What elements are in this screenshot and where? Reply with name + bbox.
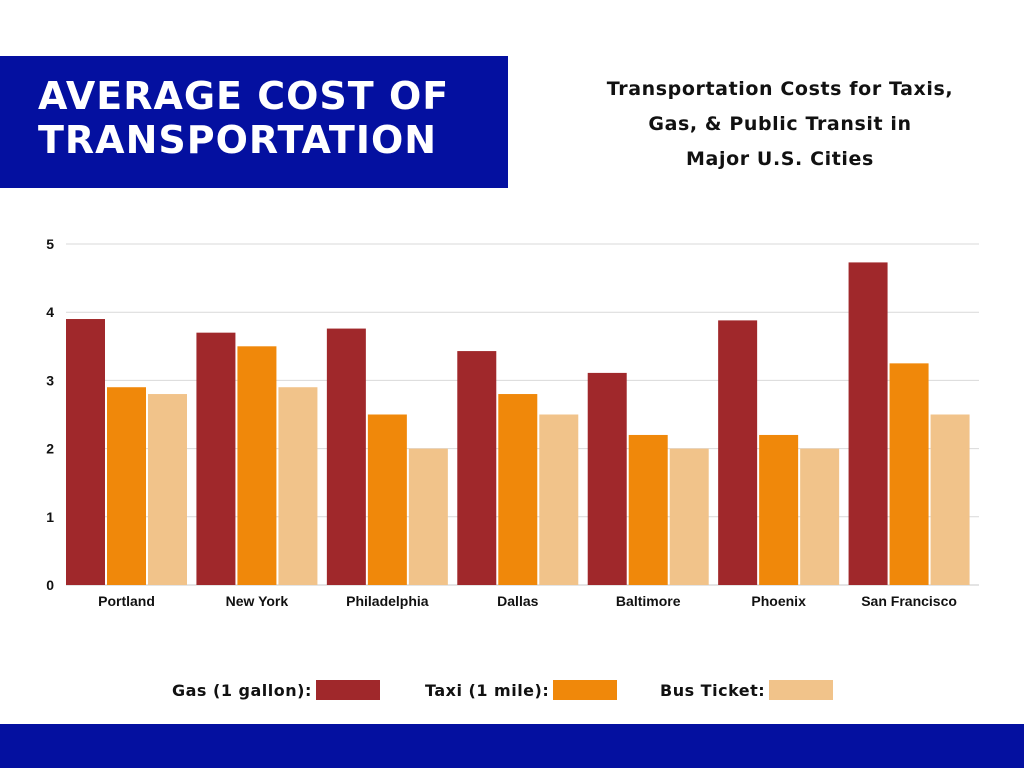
- x-tick-label-baltimore: Baltimore: [616, 593, 681, 609]
- y-tick-label-2: 2: [46, 441, 54, 457]
- bar-new-york-taxi: [237, 346, 277, 585]
- x-tick-label-philadelphia: Philadelphia: [346, 593, 429, 609]
- subtitle-line-1: Transportation Costs for Taxis,: [606, 78, 954, 100]
- bar-dallas-bus: [539, 414, 579, 585]
- legend-item-bus: Bus Ticket:: [660, 678, 834, 702]
- title-line-2: TRANSPORTATION: [38, 118, 438, 162]
- bar-baltimore-gas: [587, 372, 627, 585]
- x-tick-label-phoenix: Phoenix: [751, 593, 806, 609]
- x-tick-label-san-francisco: San Francisco: [861, 593, 957, 609]
- y-tick-label-1: 1: [46, 509, 54, 525]
- bar-phoenix-gas: [718, 320, 758, 585]
- subtitle-line-3: Major U.S. Cities: [686, 148, 874, 170]
- y-tick-label-5: 5: [46, 236, 54, 252]
- legend-item-taxi: Taxi (1 mile):: [425, 678, 618, 702]
- bar-philadelphia-taxi: [367, 414, 407, 585]
- chart-legend: Gas (1 gallon): Taxi (1 mile): Bus Ticke…: [0, 678, 1024, 702]
- x-tick-label-dallas: Dallas: [497, 593, 538, 609]
- bar-san-francisco-taxi: [889, 363, 929, 585]
- title-banner: AVERAGE COST OF TRANSPORTATION: [0, 56, 508, 188]
- bar-baltimore-bus: [669, 448, 709, 585]
- bar-san-francisco-bus: [930, 414, 970, 585]
- bar-new-york-bus: [278, 387, 318, 585]
- bar-new-york-gas: [196, 332, 236, 585]
- subtitle-line-2: Gas, & Public Transit in: [648, 113, 912, 135]
- legend-label-gas: Gas (1 gallon):: [172, 680, 312, 700]
- legend-swatch-taxi: [553, 680, 618, 700]
- legend-item-gas: Gas (1 gallon):: [172, 678, 380, 702]
- legend-label-taxi: Taxi (1 mile):: [425, 680, 550, 700]
- bar-portland-bus: [148, 394, 187, 585]
- y-tick-label-0: 0: [46, 577, 54, 593]
- bar-dallas-taxi: [498, 394, 538, 585]
- title-line-1: AVERAGE COST OF: [38, 74, 450, 118]
- x-tick-label-portland: Portland: [98, 593, 155, 609]
- x-tick-label-new-york: New York: [226, 593, 289, 609]
- footer-bar: [0, 724, 1024, 768]
- bar-phoenix-taxi: [759, 434, 799, 585]
- bar-chart: 0 1 2 3 4 5 Portland New York Philadelphia Dallas…: [46, 236, 979, 609]
- bar-baltimore-taxi: [628, 434, 668, 585]
- bar-phoenix-bus: [800, 448, 840, 585]
- bar-dallas-gas: [457, 351, 497, 585]
- bar-portland-taxi: [107, 387, 146, 585]
- bar-san-francisco-gas: [848, 262, 888, 585]
- legend-swatch-gas: [315, 680, 380, 700]
- legend-label-bus: Bus Ticket:: [660, 680, 766, 700]
- bar-portland-gas: [66, 319, 105, 585]
- y-tick-label-4: 4: [46, 304, 54, 320]
- legend-swatch-bus: [769, 680, 834, 700]
- bar-philadelphia-bus: [408, 448, 448, 585]
- bar-philadelphia-gas: [326, 328, 366, 585]
- chart-subtitle: Transportation Costs for Taxis, Gas, & P…: [560, 72, 1000, 177]
- y-tick-label-3: 3: [46, 372, 54, 388]
